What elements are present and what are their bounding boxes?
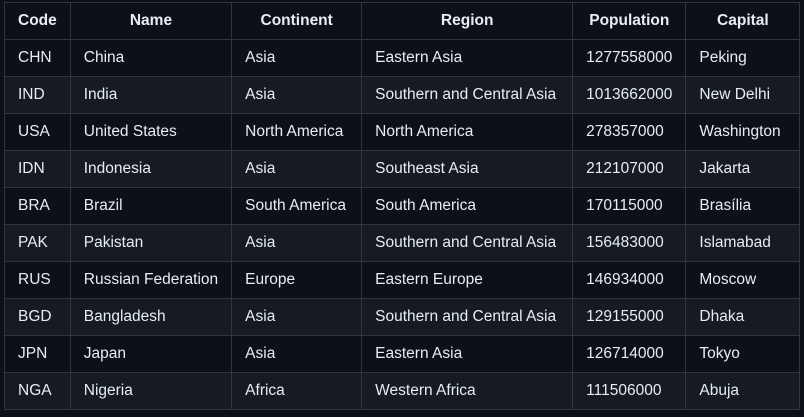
table-row: IND India Asia Southern and Central Asia… <box>4 76 801 114</box>
cell-continent: Asia <box>231 298 363 336</box>
cell-code: NGA <box>4 372 71 410</box>
table-row: NGA Nigeria Africa Western Africa 111506… <box>4 372 801 410</box>
column-header-name[interactable]: Name <box>69 2 233 40</box>
cell-continent: Asia <box>231 335 363 373</box>
table-body: CHN China Asia Eastern Asia 1277558000 P… <box>4 39 801 410</box>
cell-continent: South America <box>231 187 363 225</box>
cell-region: Southern and Central Asia <box>361 298 574 336</box>
cell-name: Indonesia <box>69 150 233 188</box>
cell-region: North America <box>361 113 574 151</box>
cell-continent: Europe <box>231 261 363 299</box>
cell-population: 126714000 <box>572 335 687 373</box>
table-row: IDN Indonesia Asia Southeast Asia 212107… <box>4 150 801 188</box>
cell-capital: Peking <box>685 39 801 77</box>
cell-name: Nigeria <box>69 372 233 410</box>
cell-code: CHN <box>4 39 71 77</box>
table-container: Code Name Continent Region Population Ca… <box>4 2 801 410</box>
cell-code: BGD <box>4 298 71 336</box>
cell-continent: Asia <box>231 224 363 262</box>
cell-region: Eastern Asia <box>361 335 574 373</box>
header-row: Code Name Continent Region Population Ca… <box>4 2 801 40</box>
cell-name: United States <box>69 113 233 151</box>
cell-capital: Moscow <box>685 261 801 299</box>
cell-continent: North America <box>231 113 363 151</box>
cell-capital: Abuja <box>685 372 801 410</box>
table-row: BRA Brazil South America South America 1… <box>4 187 801 225</box>
cell-region: Southern and Central Asia <box>361 224 574 262</box>
column-header-capital[interactable]: Capital <box>685 2 801 40</box>
column-header-population[interactable]: Population <box>572 2 687 40</box>
cell-capital: Washington <box>685 113 801 151</box>
table-header: Code Name Continent Region Population Ca… <box>4 2 801 40</box>
cell-population: 278357000 <box>572 113 687 151</box>
cell-continent: Asia <box>231 76 363 114</box>
cell-name: Japan <box>69 335 233 373</box>
table-row: RUS Russian Federation Europe Eastern Eu… <box>4 261 801 299</box>
cell-code: PAK <box>4 224 71 262</box>
cell-region: Eastern Asia <box>361 39 574 77</box>
column-header-code[interactable]: Code <box>4 2 71 40</box>
column-header-region[interactable]: Region <box>361 2 574 40</box>
cell-code: RUS <box>4 261 71 299</box>
cell-population: 111506000 <box>572 372 687 410</box>
cell-name: Pakistan <box>69 224 233 262</box>
cell-continent: Asia <box>231 150 363 188</box>
cell-name: Russian Federation <box>69 261 233 299</box>
cell-capital: Jakarta <box>685 150 801 188</box>
cell-population: 146934000 <box>572 261 687 299</box>
cell-name: Bangladesh <box>69 298 233 336</box>
cell-code: USA <box>4 113 71 151</box>
cell-region: Southeast Asia <box>361 150 574 188</box>
table-row: JPN Japan Asia Eastern Asia 126714000 To… <box>4 335 801 373</box>
cell-population: 156483000 <box>572 224 687 262</box>
table-row: CHN China Asia Eastern Asia 1277558000 P… <box>4 39 801 77</box>
cell-capital: Islamabad <box>685 224 801 262</box>
cell-capital: New Delhi <box>685 76 801 114</box>
cell-region: South America <box>361 187 574 225</box>
cell-population: 170115000 <box>572 187 687 225</box>
countries-table: Code Name Continent Region Population Ca… <box>4 2 801 410</box>
cell-code: IDN <box>4 150 71 188</box>
cell-name: India <box>69 76 233 114</box>
cell-code: BRA <box>4 187 71 225</box>
cell-region: Eastern Europe <box>361 261 574 299</box>
cell-capital: Brasília <box>685 187 801 225</box>
cell-region: Western Africa <box>361 372 574 410</box>
cell-name: China <box>69 39 233 77</box>
cell-name: Brazil <box>69 187 233 225</box>
cell-code: JPN <box>4 335 71 373</box>
cell-continent: Africa <box>231 372 363 410</box>
cell-code: IND <box>4 76 71 114</box>
table-row: PAK Pakistan Asia Southern and Central A… <box>4 224 801 262</box>
cell-population: 1277558000 <box>572 39 687 77</box>
cell-region: Southern and Central Asia <box>361 76 574 114</box>
cell-population: 1013662000 <box>572 76 687 114</box>
cell-population: 212107000 <box>572 150 687 188</box>
cell-capital: Dhaka <box>685 298 801 336</box>
table-row: USA United States North America North Am… <box>4 113 801 151</box>
column-header-continent[interactable]: Continent <box>231 2 363 40</box>
cell-continent: Asia <box>231 39 363 77</box>
table-row: BGD Bangladesh Asia Southern and Central… <box>4 298 801 336</box>
cell-population: 129155000 <box>572 298 687 336</box>
cell-capital: Tokyo <box>685 335 801 373</box>
